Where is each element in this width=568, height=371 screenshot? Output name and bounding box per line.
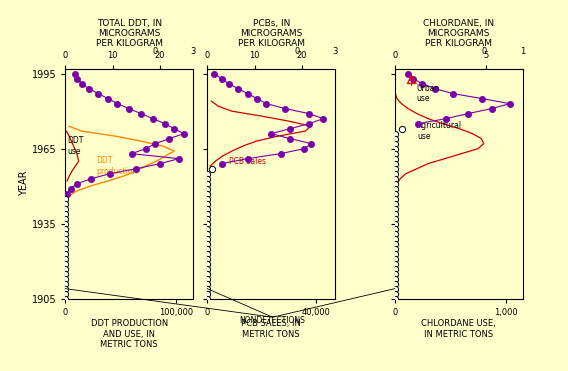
Text: Agricultural
use: Agricultural use [417,121,462,141]
Text: 0: 0 [152,47,157,56]
Text: DDT
production: DDT production [97,157,138,176]
Text: DDT
use: DDT use [68,137,84,156]
Title: CHLORDANE, IN
MICROGRAMS
PER KILOGRAM: CHLORDANE, IN MICROGRAMS PER KILOGRAM [423,19,494,49]
Text: 0: 0 [482,47,487,56]
Text: NONDETECTIONS: NONDETECTIONS [240,316,306,325]
Y-axis label: YEAR: YEAR [19,171,29,196]
Text: 3: 3 [190,47,196,56]
Title: PCBs, IN
MICROGRAMS
PER KILOGRAM: PCBs, IN MICROGRAMS PER KILOGRAM [238,19,304,49]
Text: 1: 1 [520,47,525,56]
Text: Urban
use: Urban use [417,83,440,103]
Title: TOTAL DDT, IN
MICROGRAMS
PER KILOGRAM: TOTAL DDT, IN MICROGRAMS PER KILOGRAM [96,19,162,49]
X-axis label: PCB SALES, IN
METRIC TONS: PCB SALES, IN METRIC TONS [241,319,301,339]
Text: 3: 3 [332,47,338,56]
X-axis label: DDT PRODUCTION
AND USE, IN
METRIC TONS: DDT PRODUCTION AND USE, IN METRIC TONS [90,319,168,349]
Text: 0: 0 [294,47,299,56]
Text: PCB sales: PCB sales [229,157,266,165]
X-axis label: CHLORDANE USE,
IN METRIC TONS: CHLORDANE USE, IN METRIC TONS [421,319,496,339]
